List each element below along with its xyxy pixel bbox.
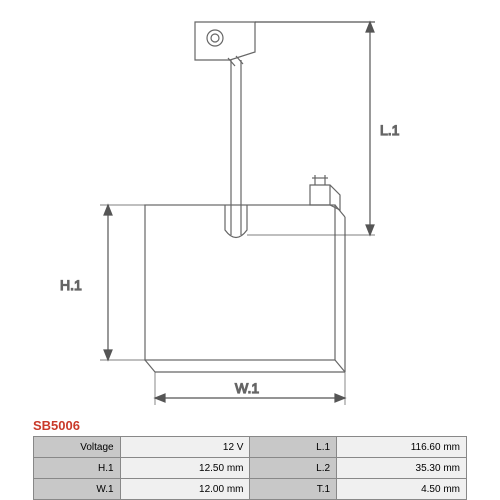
technical-diagram: L.1 H.1 W.1 <box>30 10 470 410</box>
spec-table: Voltage12 VL.1116.60 mmH.112.50 mmL.235.… <box>33 436 467 500</box>
part-code: SB5006 <box>33 418 80 433</box>
label-H1: H.1 <box>60 277 82 293</box>
table-row: W.112.00 mmT.14.50 mm <box>34 479 467 500</box>
table-row: Voltage12 VL.1116.60 mm <box>34 437 467 458</box>
table-row: H.112.50 mmL.235.30 mm <box>34 458 467 479</box>
label-L1: L.1 <box>380 122 400 138</box>
label-W1: W.1 <box>235 380 259 396</box>
